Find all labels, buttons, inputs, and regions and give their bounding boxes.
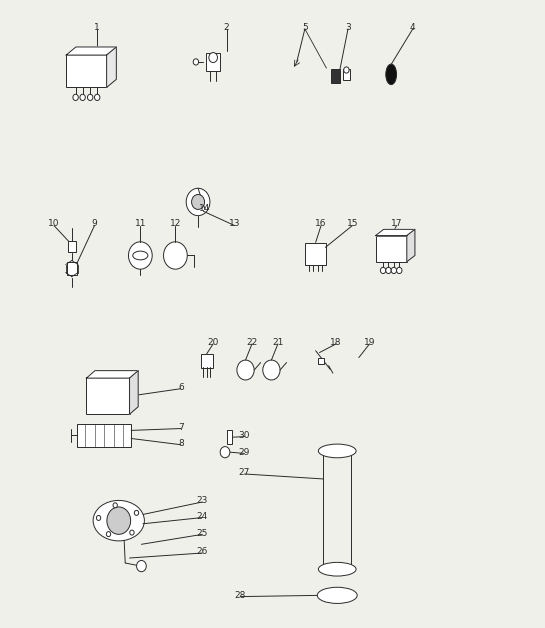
Text: 25: 25 [197,529,208,538]
Polygon shape [66,47,116,55]
Bar [227,430,232,444]
Bar [206,53,220,71]
Circle shape [397,268,402,274]
Bar [305,243,326,264]
Polygon shape [376,229,415,236]
Circle shape [391,268,397,274]
Circle shape [137,560,146,571]
Polygon shape [130,371,138,414]
Circle shape [113,503,117,508]
Text: 13: 13 [229,219,240,228]
Polygon shape [407,229,415,262]
Text: 3: 3 [345,23,351,32]
Bar [331,69,341,83]
Circle shape [80,94,86,100]
Circle shape [209,53,217,63]
Text: 26: 26 [197,547,208,556]
Text: 17: 17 [391,219,402,228]
Text: 28: 28 [234,591,246,600]
Bar [77,423,131,447]
Text: 15: 15 [347,219,358,228]
Text: 9: 9 [92,219,98,228]
Circle shape [94,94,100,100]
Circle shape [220,447,230,458]
Circle shape [186,188,210,215]
Text: 10: 10 [49,219,60,228]
Circle shape [135,511,138,516]
Bar [87,378,130,414]
Circle shape [87,94,93,100]
Text: 5: 5 [302,23,308,32]
Polygon shape [87,371,138,378]
Circle shape [73,94,78,100]
Text: 20: 20 [208,337,219,347]
Bar [68,241,76,252]
Text: 23: 23 [197,496,208,506]
Text: 22: 22 [246,337,258,347]
Circle shape [192,195,204,209]
Text: 29: 29 [239,448,250,457]
Text: 14: 14 [199,203,211,213]
Text: 30: 30 [239,431,250,440]
Polygon shape [107,47,116,87]
Ellipse shape [318,444,356,458]
Circle shape [237,360,254,380]
Circle shape [263,360,280,380]
Circle shape [164,242,187,269]
Text: 11: 11 [135,219,146,228]
Ellipse shape [133,251,148,260]
Bar [376,236,407,262]
Bar [201,354,213,367]
Text: 16: 16 [316,219,327,228]
Text: 6: 6 [178,383,184,392]
Text: 1: 1 [94,23,100,32]
Circle shape [380,268,386,274]
Text: 4: 4 [410,23,416,32]
Circle shape [107,507,131,534]
Circle shape [106,532,111,536]
Circle shape [129,242,152,269]
Circle shape [344,67,349,73]
Text: 7: 7 [178,423,184,432]
Circle shape [130,530,134,535]
Text: 12: 12 [169,219,181,228]
Text: 2: 2 [224,23,229,32]
Ellipse shape [318,562,356,576]
Text: 27: 27 [239,468,250,477]
Ellipse shape [386,64,397,85]
Text: 19: 19 [364,337,376,347]
Circle shape [386,268,391,274]
Circle shape [96,516,101,521]
Text: 21: 21 [272,337,283,347]
Bar [67,262,77,276]
Bar [66,55,107,87]
Text: 18: 18 [330,337,342,347]
Ellipse shape [317,587,357,604]
Text: 24: 24 [197,512,208,521]
Circle shape [193,59,198,65]
Text: 8: 8 [178,439,184,448]
Ellipse shape [93,501,144,541]
Bar [343,68,350,80]
Bar [318,357,324,364]
